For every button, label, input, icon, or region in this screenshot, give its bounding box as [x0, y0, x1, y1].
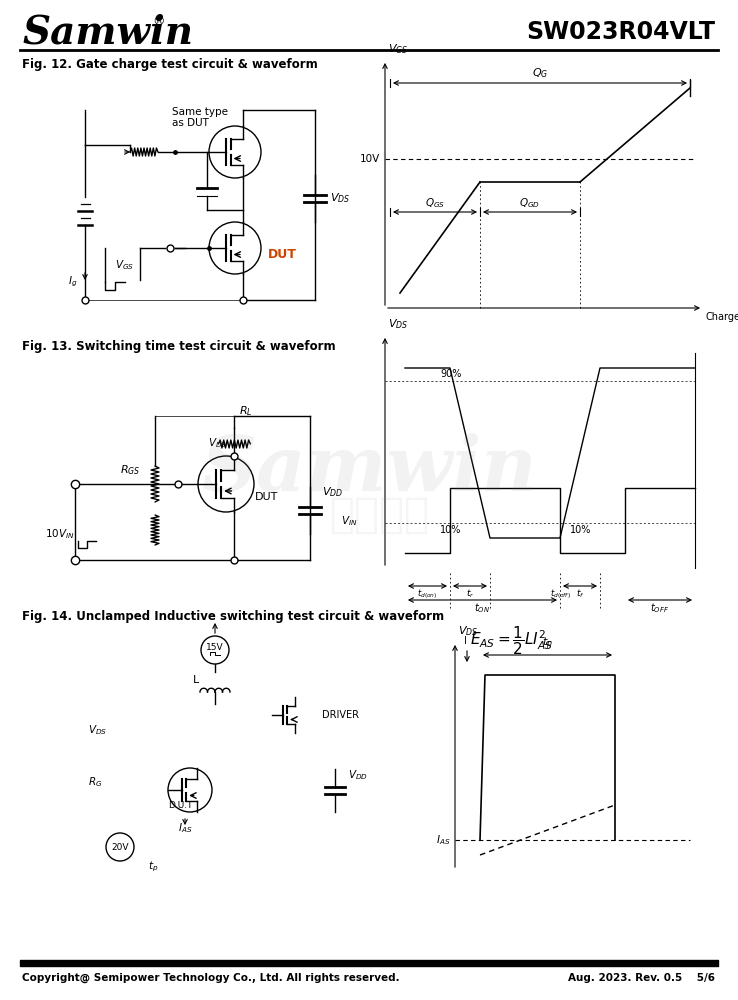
Text: $10V_{IN}$: $10V_{IN}$	[45, 527, 75, 541]
Text: $V_{IN}$: $V_{IN}$	[340, 514, 357, 528]
Text: Charge(nC): Charge(nC)	[705, 312, 738, 322]
Text: $t_{d(on)}$: $t_{d(on)}$	[417, 587, 438, 601]
Text: I: I	[463, 636, 466, 646]
Text: Fig. 14. Unclamped Inductive switching test circuit & waveform: Fig. 14. Unclamped Inductive switching t…	[22, 610, 444, 623]
Text: $t_p$: $t_p$	[148, 860, 159, 874]
Text: SW023R04VLT: SW023R04VLT	[526, 20, 715, 44]
Text: $V_{DS}$: $V_{DS}$	[208, 436, 227, 450]
Text: $V_{DS}$: $V_{DS}$	[388, 317, 408, 331]
Text: Same type: Same type	[172, 107, 228, 117]
Text: 10V: 10V	[359, 154, 380, 164]
Circle shape	[201, 636, 229, 664]
Text: $V_{GS}$: $V_{GS}$	[115, 258, 134, 272]
Circle shape	[209, 222, 261, 274]
Text: $t_{ON}$: $t_{ON}$	[475, 601, 491, 615]
Text: $I_{AS}$: $I_{AS}$	[178, 821, 192, 835]
Text: DRIVER: DRIVER	[322, 710, 359, 720]
Text: $V_{DS}$: $V_{DS}$	[88, 723, 107, 737]
Text: 保留版权: 保留版权	[330, 494, 430, 536]
Text: $R_G$: $R_G$	[88, 775, 103, 789]
Text: $Q_{GS}$: $Q_{GS}$	[425, 196, 445, 210]
Circle shape	[106, 833, 134, 861]
Text: 10%: 10%	[570, 525, 591, 535]
Text: L: L	[193, 675, 199, 685]
Text: $Q_G$: $Q_G$	[532, 66, 548, 80]
Text: $V_{DS}$: $V_{DS}$	[330, 191, 351, 205]
Text: 10%: 10%	[440, 525, 461, 535]
Text: Samwin: Samwin	[22, 13, 193, 51]
Text: Fig. 12. Gate charge test circuit & waveform: Fig. 12. Gate charge test circuit & wave…	[22, 58, 318, 71]
Text: $E_{AS}=\dfrac{1}{2}LI_{AS}^2$: $E_{AS}=\dfrac{1}{2}LI_{AS}^2$	[470, 624, 554, 657]
Text: Copyright@ Semipower Technology Co., Ltd. All rights reserved.: Copyright@ Semipower Technology Co., Ltd…	[22, 973, 399, 983]
Text: $V_{DD}$: $V_{DD}$	[322, 485, 343, 499]
Text: $Q_{GD}$: $Q_{GD}$	[520, 196, 540, 210]
Text: $t_p$: $t_p$	[542, 636, 553, 652]
Text: $t_r$: $t_r$	[466, 587, 475, 599]
Text: as DUT: as DUT	[172, 118, 209, 128]
Text: DUT: DUT	[255, 492, 278, 502]
Text: DUT: DUT	[268, 248, 297, 261]
Text: 90%: 90%	[440, 369, 461, 379]
Text: $t_{OFF}$: $t_{OFF}$	[650, 601, 669, 615]
Text: $V_{DD}$: $V_{DD}$	[348, 768, 368, 782]
Circle shape	[209, 126, 261, 178]
Text: $R_{GS}$: $R_{GS}$	[120, 463, 140, 477]
Text: $V_{DS}$: $V_{DS}$	[458, 624, 478, 638]
Text: D.U.T: D.U.T	[168, 800, 193, 810]
Text: $R_L$: $R_L$	[239, 404, 253, 418]
Text: 20V: 20V	[111, 842, 128, 852]
Text: $V_{GS}$: $V_{GS}$	[388, 42, 408, 56]
Text: Aug. 2023. Rev. 0.5    5/6: Aug. 2023. Rev. 0.5 5/6	[568, 973, 715, 983]
Text: 15V: 15V	[206, 644, 224, 652]
Text: $t_{d(off)}$: $t_{d(off)}$	[550, 587, 570, 601]
Text: Fig. 13. Switching time test circuit & waveform: Fig. 13. Switching time test circuit & w…	[22, 340, 336, 353]
Text: $I_g$: $I_g$	[68, 275, 77, 289]
Text: $I_{AS}$: $I_{AS}$	[435, 833, 450, 847]
Circle shape	[168, 768, 212, 812]
Text: ®: ®	[152, 15, 165, 28]
Circle shape	[198, 456, 254, 512]
Text: Samwin: Samwin	[202, 433, 538, 507]
Text: $t_f$: $t_f$	[576, 587, 584, 599]
